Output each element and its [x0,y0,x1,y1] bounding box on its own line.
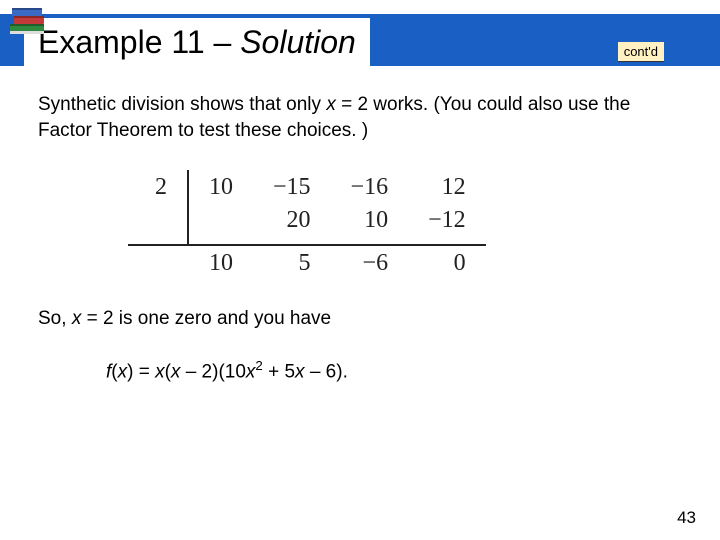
sd-r3c2: 5 [253,245,331,281]
para2-b: = 2 is one zero and you have [81,308,331,329]
sd-r3c1: 10 [188,245,253,281]
eq-x2: x [171,361,181,382]
sd-blank [128,205,188,245]
eq-x: x [118,361,128,382]
sd-r2c1 [188,205,253,245]
eq-mid2: + 5 [263,361,295,382]
sd-blank2 [128,245,188,281]
para1-var: x [326,94,336,115]
paragraph-1: Synthetic division shows that only x = 2… [38,92,682,143]
sd-r2c4: −12 [408,205,486,245]
sd-r1c2: −15 [253,170,331,205]
slide-title: Example 11 – Solution [24,18,370,67]
eq-mid1: – 2)(10 [180,361,245,382]
sd-divisor: 2 [128,170,188,205]
eq-x1: x [155,361,165,382]
page-number: 43 [677,508,696,528]
para2-a: So, [38,308,72,329]
eq-exp: 2 [255,358,262,373]
title-italic: Solution [240,24,356,60]
sd-r2c3: 10 [331,205,409,245]
synthetic-division: 2 10 −15 −16 12 20 10 −12 10 5 −6 0 [128,170,486,281]
sd-r2c2: 20 [253,205,331,245]
para2-var: x [72,308,82,329]
books-icon [6,2,54,44]
para1-a: Synthetic division shows that only [38,94,326,115]
paragraph-2: So, x = 2 is one zero and you have [38,308,331,330]
sd-r3c3: −6 [331,245,409,281]
continued-badge: cont'd [618,42,664,62]
sd-r1c4: 12 [408,170,486,205]
eq-close: ) = [127,361,155,382]
eq-x3: x [246,361,256,382]
eq-x4: x [295,361,305,382]
sd-r3c4: 0 [408,245,486,281]
sd-r1c3: −16 [331,170,409,205]
sd-r1c1: 10 [188,170,253,205]
title-prefix: Example 11 – [38,24,240,60]
eq-end: – 6). [305,361,348,382]
equation: f(x) = x(x – 2)(10x2 + 5x – 6). [106,358,348,383]
